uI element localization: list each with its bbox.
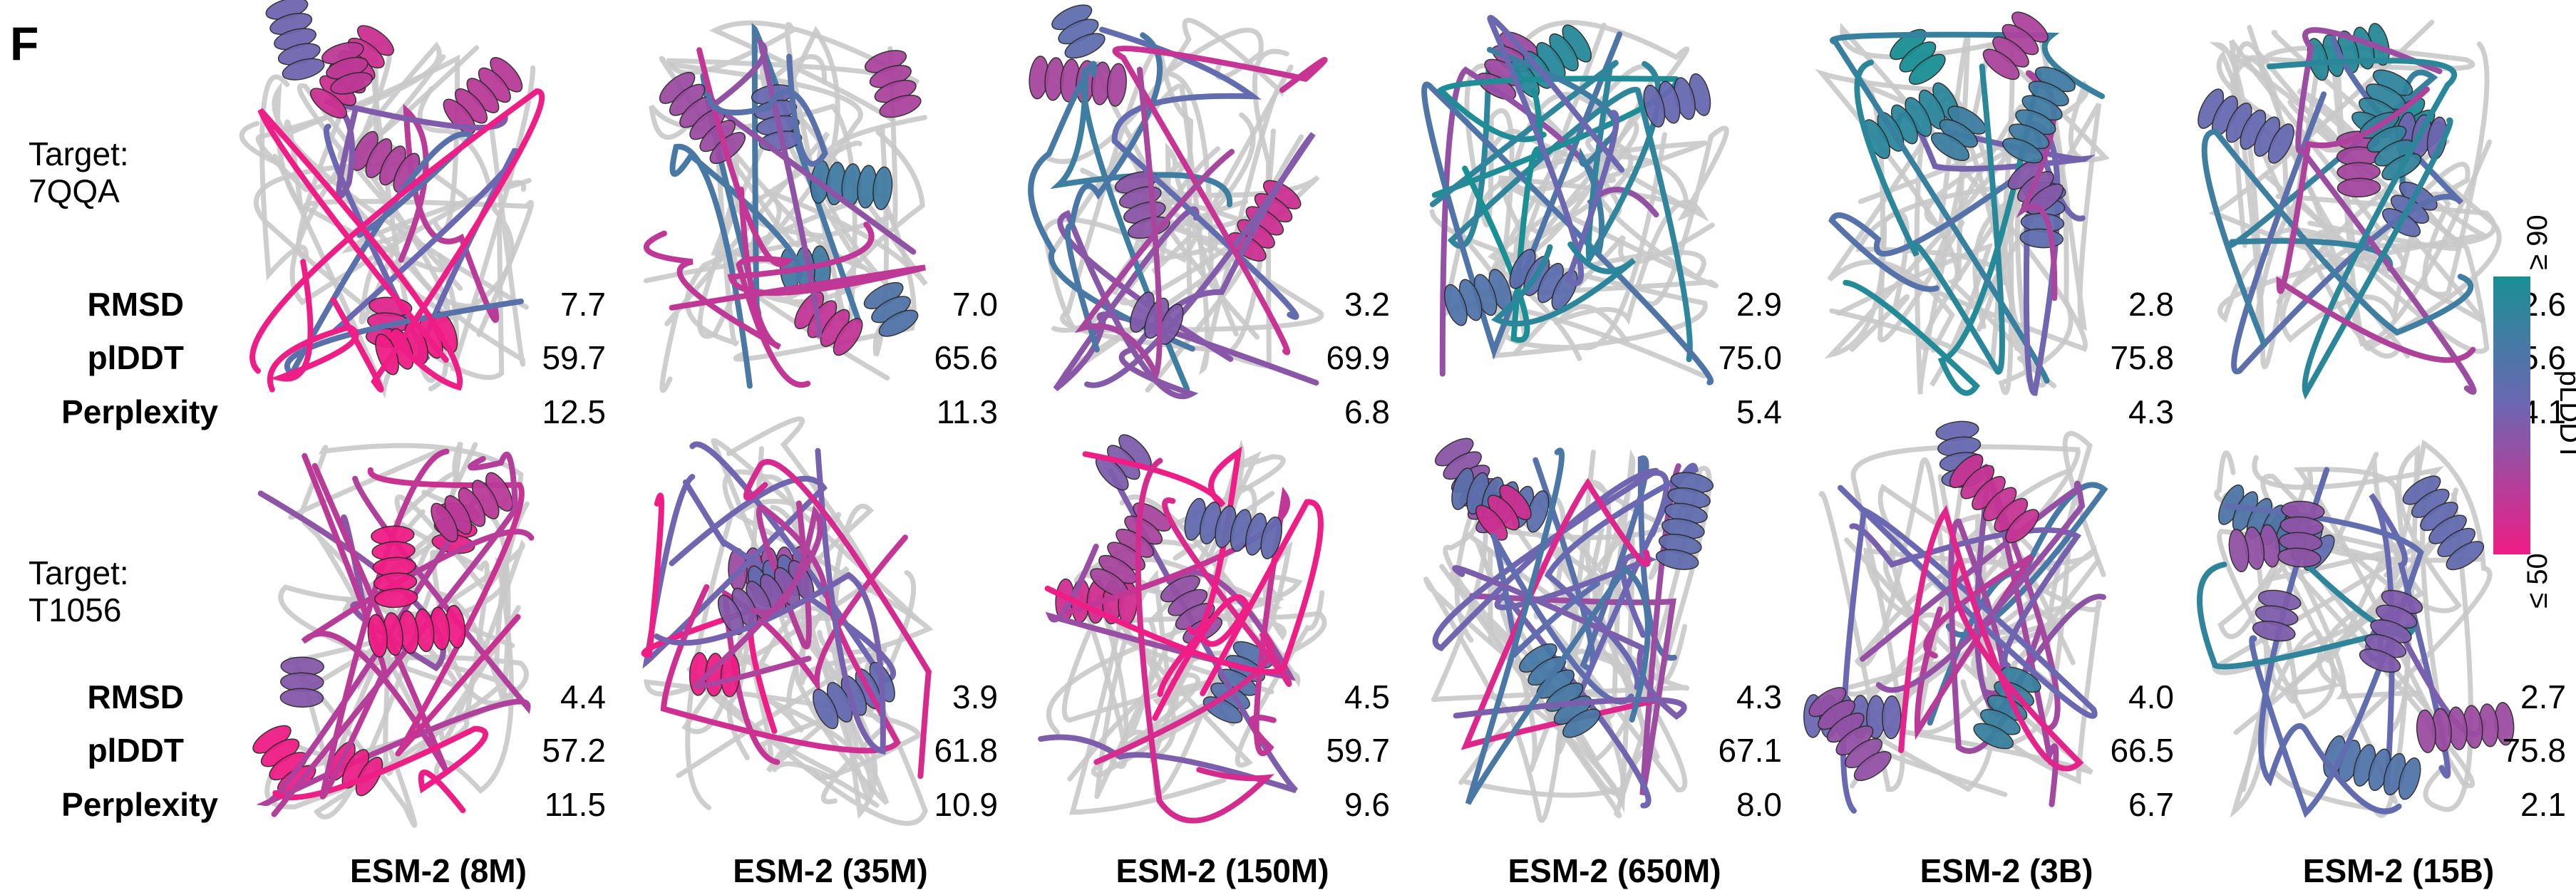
value-perplexity-r1-c4: 5.4	[1736, 393, 1782, 430]
structure-r2-c2	[641, 416, 934, 826]
protein-structures-layer	[239, 0, 2515, 828]
row2-plddt-label: plDDT	[88, 732, 184, 769]
value-plddt-r1-c3: 69.9	[1326, 339, 1390, 376]
model-label-4: ESM-2 (650M)	[1508, 852, 1721, 889]
value-rmsd-r2-c1: 4.4	[560, 678, 606, 715]
value-perplexity-r2-c4: 8.0	[1736, 786, 1782, 823]
value-plddt-r1-c2: 65.6	[934, 339, 998, 376]
value-perplexity-r2-c6: 2.1	[2520, 786, 2566, 823]
colorbar-top-label: ≥ 90	[2522, 214, 2553, 270]
colorbar-gradient	[2493, 276, 2530, 554]
value-plddt-r2-c1: 57.2	[542, 732, 606, 769]
value-plddt-r1-c5: 75.8	[2110, 339, 2174, 376]
value-rmsd-r1-c2: 7.0	[952, 286, 998, 323]
value-perplexity-r2-c3: 9.6	[1344, 786, 1390, 823]
structure-r1-c6	[2198, 19, 2502, 400]
value-perplexity-r1-c5: 4.3	[2128, 393, 2174, 430]
structure-r1-c5	[1815, 11, 2111, 396]
plddt-colorbar: ≥ 90 pLDDT ≤ 50	[2493, 214, 2576, 609]
row2-target-label-line1: Target:	[29, 554, 129, 591]
row1-target-label-line1: Target:	[29, 135, 129, 172]
value-rmsd-r1-c4: 2.9	[1736, 286, 1782, 323]
model-label-6: ESM-2 (15B)	[2303, 852, 2494, 889]
value-perplexity-r1-c2: 11.3	[937, 393, 998, 430]
row2-rmsd-label: RMSD	[88, 678, 184, 715]
value-rmsd-r1-c5: 2.8	[2128, 286, 2174, 323]
model-label-2: ESM-2 (35M)	[733, 852, 927, 889]
value-perplexity-r2-c5: 6.7	[2128, 786, 2174, 823]
value-rmsd-r2-c3: 4.5	[1344, 678, 1390, 715]
metric-values-layer: 7.7 59.7 12.5 7.0 65.6 11.3 3.2 69.9 6.8 2.9 75.0 5…	[542, 286, 2566, 823]
value-rmsd-r2-c5: 4.0	[2128, 678, 2174, 715]
panel-label: F	[10, 17, 38, 70]
model-label-3: ESM-2 (150M)	[1116, 852, 1329, 889]
value-plddt-r1-c1: 59.7	[542, 339, 606, 376]
model-label-1: ESM-2 (8M)	[350, 852, 527, 889]
value-plddt-r2-c4: 67.1	[1718, 732, 1782, 769]
structure-r1-c3	[1028, 4, 1328, 400]
model-label-5: ESM-2 (3B)	[1920, 852, 2093, 889]
structure-r2-c4	[1423, 438, 1714, 823]
value-rmsd-r1-c1: 7.7	[560, 286, 606, 323]
structure-r2-c6	[2197, 439, 2515, 818]
value-perplexity-r1-c3: 6.8	[1344, 393, 1390, 430]
value-rmsd-r2-c4: 4.3	[1736, 678, 1782, 715]
row1-plddt-label: plDDT	[88, 339, 184, 376]
structure-r2-c1	[252, 441, 535, 828]
value-perplexity-r1-c1: 12.5	[542, 393, 606, 430]
row2-target-label-line2: T1056	[29, 591, 121, 628]
row1-perplexity-label: Perplexity	[61, 393, 218, 430]
structure-r2-c5	[1803, 420, 2108, 814]
row1-target-label-line2: 7QQA	[29, 172, 120, 209]
value-plddt-r2-c6: 75.8	[2502, 732, 2566, 769]
colorbar-bottom-label: ≤ 50	[2522, 553, 2553, 609]
structure-r1-c1	[239, 0, 545, 398]
row1-rmsd-label: RMSD	[88, 286, 184, 323]
structure-r2-c3	[1038, 434, 1327, 824]
row2-perplexity-label: Perplexity	[61, 786, 218, 823]
value-plddt-r1-c4: 75.0	[1718, 339, 1782, 376]
value-perplexity-r2-c2: 10.9	[934, 786, 998, 823]
value-plddt-r2-c5: 66.5	[2110, 732, 2174, 769]
value-perplexity-r2-c1: 11.5	[545, 786, 606, 823]
structure-r1-c4	[1421, 14, 1729, 386]
structure-r1-c2	[643, 20, 928, 393]
value-rmsd-r1-c3: 3.2	[1344, 286, 1390, 323]
value-rmsd-r2-c6: 2.7	[2520, 678, 2566, 715]
value-plddt-r2-c3: 59.7	[1326, 732, 1390, 769]
value-rmsd-r2-c2: 3.9	[952, 678, 998, 715]
value-plddt-r2-c2: 61.8	[934, 732, 998, 769]
model-labels-layer: ESM-2 (8M) ESM-2 (35M) ESM-2 (150M) ESM-2 (…	[350, 852, 2494, 889]
colorbar-title: pLDDT	[2554, 371, 2576, 461]
